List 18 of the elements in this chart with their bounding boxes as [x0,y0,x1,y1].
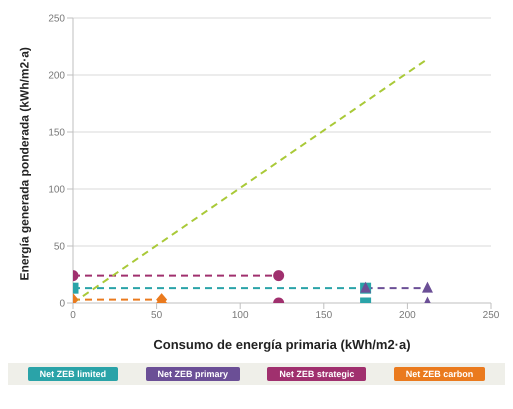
y-tick-label: 50 [54,242,66,253]
text: Net ZEB primary [146,367,240,381]
x-tick-label: 50 [151,310,163,322]
y-tick-label: 150 [48,128,66,139]
text: Net ZEB carbon [394,367,486,381]
x-tick-label: 100 [232,310,249,322]
x-axis-title: Consumo de energía primaria (kWh/m2·a) [153,337,411,352]
y-tick-label: 100 [48,184,66,196]
y-tick-label: 200 [48,70,66,82]
x-tick-label: 150 [315,310,333,322]
x-tick-label: 250 [482,310,500,322]
text: Net ZEB limited [28,367,118,381]
y-tick-label: 0 [59,298,66,310]
y-tick-label: 250 [48,14,66,25]
x-tick-label: 0 [70,310,76,322]
y-axis-title: Energía generada ponderada (kWh/m2·a) [17,47,32,280]
text: Net ZEB strategic [267,367,366,381]
x-tick-label: 200 [399,310,416,322]
